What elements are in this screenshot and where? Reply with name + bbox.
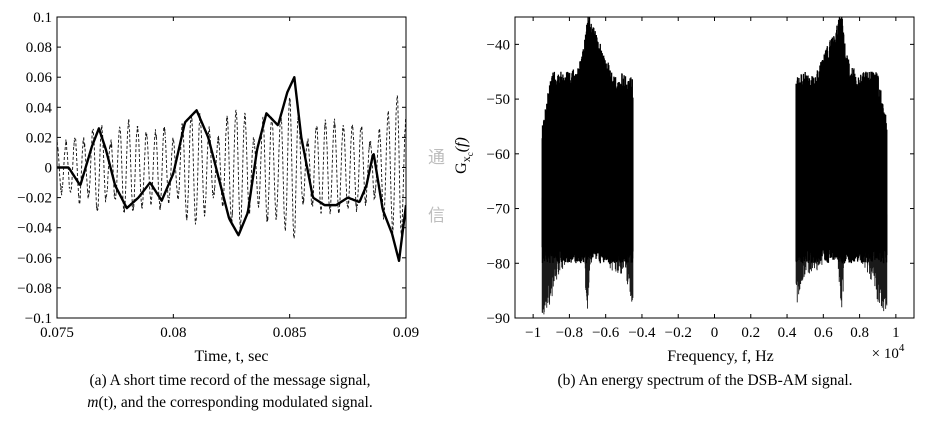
chart-a-ytick-label: −0.02	[17, 191, 52, 207]
chart-b-x-multiplier: × 104	[872, 342, 905, 362]
chart-b-energy-spectrum: −40 −50 −60 −70 −80 −90 −1 −0.8 −0.6 −0.4 −0.2 0 0.2…	[453, 16, 915, 365]
chart-a-ytick-label: −0.06	[17, 251, 52, 267]
chart-b-xlabel: Frequency, f, Hz	[667, 348, 773, 365]
chart-b-ylabel-arg: (f)	[453, 137, 470, 152]
chart-b-ylabel-subsub: c	[465, 152, 475, 156]
chart-b-x-multiplier-exp: 4	[899, 342, 905, 354]
chart-b-xtick-label: 1	[892, 325, 900, 341]
chart-a-ytick-label: −0.04	[17, 221, 52, 237]
chart-b-xtick-label: 0.8	[850, 325, 869, 341]
chart-b-xtick-label: −0.6	[592, 325, 620, 341]
chart-b-ytick-label: −70	[487, 202, 510, 218]
chart-a-xtick-label: 0.09	[393, 325, 419, 341]
chart-b-xtick-label: 0.6	[814, 325, 833, 341]
chart-b-xtick-label: −0.2	[665, 325, 692, 341]
chart-b-ylabel: Gxc(f)	[453, 137, 475, 174]
chart-a-ytick-label: −0.1	[25, 311, 52, 327]
chart-a-ytick-label: 0.06	[26, 70, 53, 86]
chart-a-ytick-label: −0.08	[17, 281, 52, 297]
chart-b-xtick-label: 0.4	[778, 325, 797, 341]
chart-a-xlabel: Time, t, sec	[194, 348, 268, 365]
chart-a-xtick-label: 0.075	[40, 325, 74, 341]
chart-b-xtick-label: −0.4	[628, 325, 656, 341]
watermark-top: 通	[428, 148, 445, 168]
chart-a-message-signal: 0.1 0.08 0.06 0.04 0.02 0 −0.02 −0.04 −0.06 −0.08…	[17, 10, 419, 365]
caption-m-rest: , and the corresponding modulated signal…	[113, 394, 373, 411]
chart-a-xtick-label: 0.085	[273, 325, 307, 341]
chart-b-ylabel-sub: x	[459, 156, 473, 162]
chart-b-positive-band-core	[795, 17, 888, 264]
chart-b-xtick-label: −1	[525, 325, 541, 341]
chart-b-xtick-label: 0	[711, 325, 719, 341]
chart-a-ytick-label: 0.02	[26, 130, 52, 146]
chart-b-x-multiplier-base: × 10	[872, 346, 899, 362]
chart-b-negative-band-core	[541, 17, 634, 264]
chart-a-series-message	[57, 76, 406, 263]
chart-b-ylabel-main: G	[453, 162, 470, 174]
chart-b-ytick-label: −50	[487, 92, 510, 108]
watermark-bottom: 信	[428, 206, 445, 226]
chart-b-ytick-label: −60	[487, 147, 510, 163]
chart-a-ytick-label: 0	[45, 161, 53, 177]
caption-m-symbol: m	[87, 394, 99, 411]
chart-b-ytick-label: −90	[487, 311, 510, 327]
chart-a-ytick-label: 0.04	[26, 100, 53, 116]
chart-a-caption-line1: (a) A short time record of the message s…	[89, 372, 371, 389]
chart-b-xtick-label: −0.8	[556, 325, 583, 341]
chart-a-ytick-label: 0.1	[33, 10, 52, 26]
chart-b-caption: (b) An energy spectrum of the DSB-AM sig…	[557, 372, 853, 389]
chart-b-xtick-label: 0.2	[741, 325, 760, 341]
chart-a-ytick-label: 0.08	[26, 40, 52, 56]
chart-a-caption: (a) A short time record of the message s…	[30, 370, 430, 414]
chart-b-ytick-label: −80	[487, 256, 510, 272]
caption-m-arg: (t)	[98, 394, 114, 411]
chart-a-caption-line2: m(t), and the corresponding modulated si…	[30, 392, 430, 414]
chart-a-xtick-label: 0.08	[160, 325, 186, 341]
chart-b-ytick-label: −40	[487, 37, 510, 53]
